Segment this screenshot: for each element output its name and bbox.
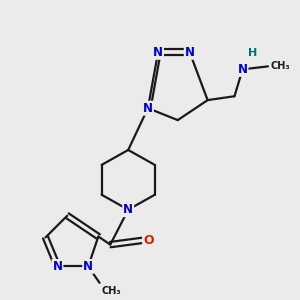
Text: N: N <box>123 203 133 216</box>
Text: CH₃: CH₃ <box>270 61 290 71</box>
Text: N: N <box>83 260 93 273</box>
Text: H: H <box>248 48 258 58</box>
Text: CH₃: CH₃ <box>101 286 121 296</box>
Text: O: O <box>143 234 154 247</box>
Text: N: N <box>153 46 163 59</box>
Text: N: N <box>185 46 195 59</box>
Text: N: N <box>143 102 153 115</box>
Text: N: N <box>238 63 248 76</box>
Text: N: N <box>52 260 62 273</box>
